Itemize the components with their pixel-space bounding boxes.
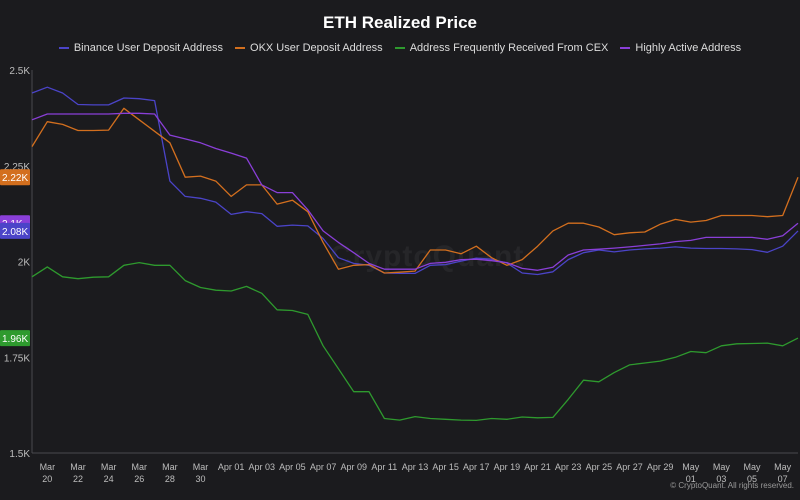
end-value-badge-1	[0, 169, 30, 186]
x-tick-label: Apr 13	[402, 462, 429, 472]
x-tick-label: Apr 25	[586, 462, 613, 472]
end-value-badge-0	[0, 222, 30, 239]
x-tick-label: Mar 30	[193, 462, 209, 484]
x-tick-label: Apr 03	[249, 462, 276, 472]
copyright-notice: © CryptoQuant. All rights reserved.	[670, 481, 794, 490]
end-value-label-0: 2.08K	[2, 227, 28, 238]
x-tick-label: Apr 21	[524, 462, 551, 472]
y-tick-label: 1.5K	[9, 449, 30, 460]
end-value-badge-2	[0, 330, 30, 347]
legend-item-okx[interactable]: OKX User Deposit Address	[235, 42, 383, 54]
series-line-3	[31, 112, 799, 271]
legend-swatch-okx	[235, 47, 246, 49]
x-tick-label: Apr 07	[310, 462, 337, 472]
series-line-2	[31, 261, 799, 422]
end-value-label-2: 1.96K	[2, 334, 28, 345]
x-tick-label: Apr 27	[616, 462, 643, 472]
legend-label-okx: OKX User Deposit Address	[250, 42, 383, 54]
y-tick-label: 1.75K	[4, 353, 30, 364]
legend-swatch-cex	[394, 47, 405, 49]
y-tick-label: 2.5K	[9, 66, 30, 77]
legend-swatch-binance	[58, 47, 69, 49]
legend-item-cex[interactable]: Address Frequently Received From CEX	[394, 42, 609, 54]
x-tick-label: May 01	[682, 462, 700, 484]
legend-item-active[interactable]: Highly Active Address	[620, 42, 741, 54]
x-tick-label: Mar 24	[101, 462, 117, 484]
legend: Binance User Deposit Address OKX User De…	[0, 42, 800, 54]
x-tick-label: Apr 19	[494, 462, 521, 472]
series-line-0	[31, 86, 799, 276]
x-tick-label: May 03	[713, 462, 731, 484]
legend-swatch-active	[620, 47, 631, 49]
x-tick-label: Apr 09	[340, 462, 367, 472]
x-tick-label: Apr 15	[432, 462, 459, 472]
legend-label-active: Highly Active Address	[635, 42, 742, 54]
x-tick-label: Apr 23	[555, 462, 582, 472]
x-tick-label: Apr 05	[279, 462, 306, 472]
x-tick-label: Mar 26	[131, 462, 147, 484]
x-tick-label: Mar 22	[70, 462, 86, 484]
series-line-1	[31, 107, 799, 274]
chart-title: ETH Realized Price	[322, 13, 477, 32]
y-tick-label: 2K	[18, 258, 31, 269]
legend-label-cex: Address Frequently Received From CEX	[409, 42, 609, 54]
x-tick-label: Apr 01	[218, 462, 245, 472]
x-tick-label: Mar 28	[162, 462, 178, 484]
x-tick-label: Mar 20	[40, 462, 56, 484]
x-tick-label: Apr 11	[371, 462, 397, 472]
x-tick-label: Apr 17	[463, 462, 490, 472]
y-tick-label: 2.25K	[4, 162, 30, 173]
legend-label-binance: Binance User Deposit Address	[73, 42, 224, 54]
end-value-label-1: 2.22K	[2, 173, 28, 184]
x-tick-label: Apr 29	[647, 462, 674, 472]
x-tick-label: May 07	[774, 462, 792, 484]
legend-item-binance[interactable]: Binance User Deposit Address	[58, 42, 224, 54]
x-tick-label: May 05	[744, 462, 762, 484]
